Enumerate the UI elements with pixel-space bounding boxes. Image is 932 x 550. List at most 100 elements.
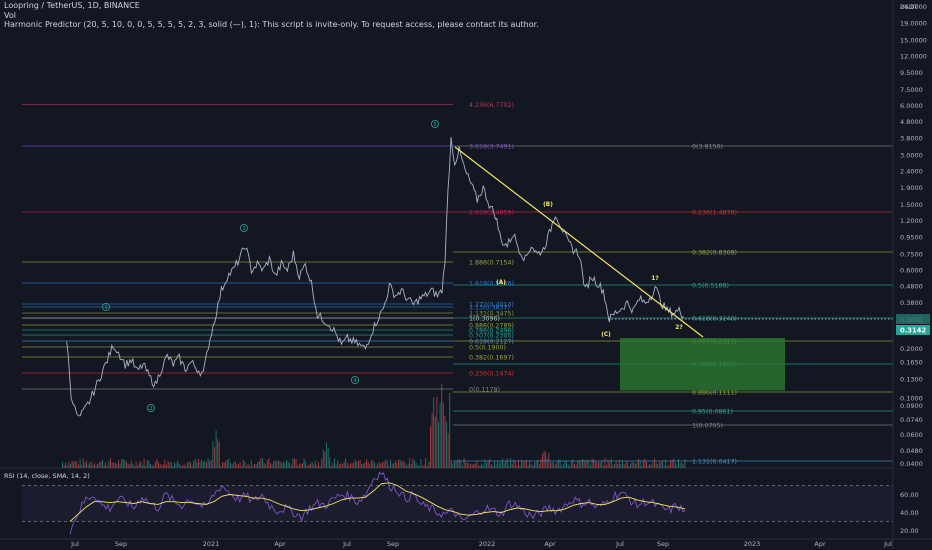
volume-bar bbox=[658, 462, 660, 468]
volume-bar bbox=[174, 462, 175, 468]
volume-bar bbox=[457, 459, 459, 468]
volume-bar bbox=[201, 459, 203, 468]
x-tick-label: Apr bbox=[544, 540, 556, 548]
volume-bar bbox=[633, 462, 635, 468]
volume-bar bbox=[551, 461, 553, 468]
volume-bar bbox=[327, 448, 329, 468]
volume-bar bbox=[630, 463, 631, 468]
volume-bar bbox=[639, 460, 641, 468]
volume-bar bbox=[337, 460, 339, 468]
fib-label: 1(0.0705) bbox=[692, 423, 723, 430]
volume-bar bbox=[679, 462, 681, 468]
volume-bar bbox=[294, 458, 295, 468]
volume-bar bbox=[390, 459, 391, 468]
volume-bar bbox=[682, 464, 684, 468]
volume-bar bbox=[116, 463, 118, 468]
volume-bar bbox=[198, 458, 199, 468]
y-tick-label: 4.8000 bbox=[900, 118, 923, 126]
volume-bar bbox=[226, 460, 228, 468]
volume-bar bbox=[76, 461, 78, 468]
volume-bar bbox=[196, 462, 198, 468]
volume-bar bbox=[567, 464, 569, 468]
rsi-label: RSI (14, close, SMA, 14, 2) bbox=[4, 472, 90, 480]
wave-label: 3 bbox=[242, 226, 246, 232]
volume-bar bbox=[618, 459, 620, 468]
volume-bar bbox=[100, 461, 102, 468]
y-tick-label: 0.0480 bbox=[900, 447, 923, 455]
rsi-sma-line bbox=[69, 482, 686, 522]
volume-bar bbox=[370, 460, 372, 468]
volume-bar bbox=[431, 413, 433, 468]
volume-bar bbox=[276, 461, 278, 468]
volume-bar bbox=[151, 464, 153, 468]
volume-bar bbox=[150, 464, 151, 468]
volume-bar bbox=[388, 465, 390, 468]
volume-bar bbox=[103, 464, 105, 468]
volume-bar bbox=[622, 460, 623, 468]
wave-label: (B) bbox=[543, 202, 553, 208]
volume-bar bbox=[428, 461, 430, 468]
volume-bar bbox=[298, 463, 300, 468]
fib-label: 0.382(0.1697) bbox=[469, 355, 514, 362]
current-price-tag bbox=[896, 325, 930, 335]
volume-bar bbox=[111, 462, 113, 468]
volume-bar bbox=[308, 464, 310, 468]
volume-bar bbox=[511, 463, 513, 468]
volume-bar bbox=[228, 458, 230, 468]
volume-bar bbox=[476, 460, 478, 468]
volume-bar bbox=[671, 460, 673, 468]
volume-bar bbox=[422, 465, 423, 468]
volume-bar bbox=[257, 462, 259, 468]
volume-bar bbox=[167, 461, 169, 468]
volume-bar bbox=[404, 462, 406, 468]
fib-label: 1.13(0.3837) bbox=[469, 305, 510, 312]
volume-bar bbox=[548, 453, 550, 468]
y-tick-label: 0.3800 bbox=[900, 299, 923, 307]
volume-bar bbox=[282, 461, 284, 468]
volume-bar bbox=[495, 464, 497, 468]
volume-bar bbox=[249, 465, 251, 468]
y-tick-label: 1.9000 bbox=[900, 184, 923, 192]
volume-bar bbox=[143, 458, 145, 468]
volume-bar bbox=[473, 463, 475, 468]
y-tick-label: 12.0000 bbox=[900, 52, 927, 60]
volume-bar bbox=[602, 465, 604, 468]
volume-bar bbox=[263, 462, 265, 468]
volume-bar bbox=[193, 460, 195, 468]
volume-bar bbox=[617, 463, 619, 468]
volume-bar bbox=[614, 463, 615, 468]
volume-bar bbox=[225, 460, 227, 468]
volume-bar bbox=[316, 465, 318, 468]
volume-bar bbox=[87, 464, 89, 468]
volume-bar bbox=[407, 464, 409, 468]
volume-bar bbox=[487, 460, 489, 468]
volume-bar bbox=[559, 459, 561, 468]
volume-bar bbox=[287, 461, 289, 468]
volume-bar bbox=[129, 464, 131, 468]
volume-bar bbox=[278, 460, 279, 468]
volume-bar bbox=[538, 463, 540, 468]
wave-label: 2 bbox=[149, 406, 153, 412]
volume-bar bbox=[359, 460, 361, 468]
volume-bar bbox=[652, 461, 654, 468]
volume-bar bbox=[479, 465, 481, 468]
volume-bar bbox=[343, 461, 345, 468]
volume-bar bbox=[497, 460, 499, 468]
volume-bar bbox=[463, 458, 465, 468]
volume-bar bbox=[209, 460, 211, 468]
wave-marker bbox=[350, 375, 359, 384]
volume-bar bbox=[348, 464, 350, 468]
volume-bar bbox=[170, 462, 172, 468]
volume-bar bbox=[306, 465, 308, 468]
volume-bar bbox=[577, 460, 579, 468]
volume-bar bbox=[674, 462, 676, 468]
volume-bar bbox=[122, 458, 124, 468]
volume-bar bbox=[398, 459, 399, 468]
volume-bar bbox=[98, 462, 100, 468]
volume-bar bbox=[156, 459, 158, 468]
volume-bar bbox=[607, 459, 609, 468]
volume-bar bbox=[265, 464, 267, 468]
y-tick-label: 0.0600 bbox=[900, 431, 923, 439]
volume-bar bbox=[598, 462, 599, 468]
